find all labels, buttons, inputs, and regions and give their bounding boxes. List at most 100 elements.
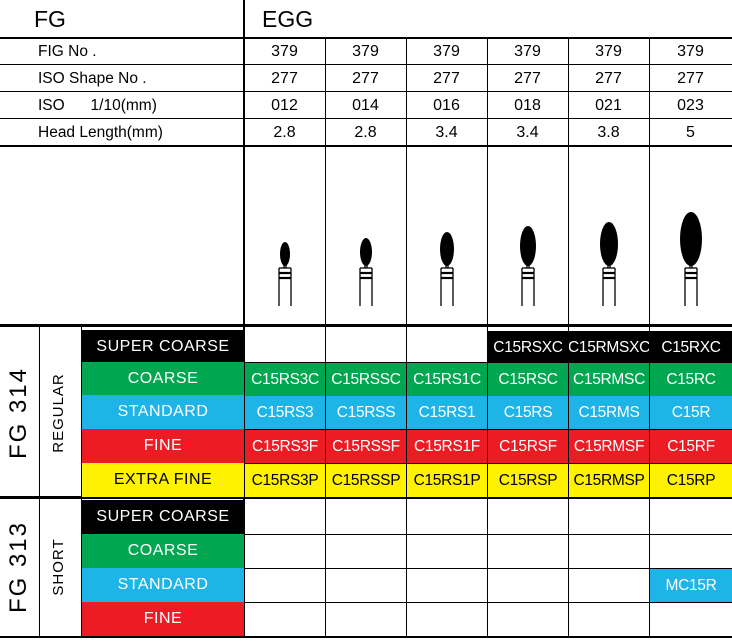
grid-hline [244,429,732,430]
grid-hline [0,636,732,638]
product-code [326,535,406,568]
spec-value: 018 [514,96,541,114]
grade-label: SUPER COARSE [82,330,244,364]
spec-value: 277 [677,69,704,87]
fg314-title: FG 314 [5,366,32,460]
product-code [407,501,487,534]
product-code: C15RS1C [407,363,487,396]
spec-value: 023 [677,96,704,114]
spec-value: 379 [352,42,379,60]
product-code: C15RMSF [569,430,649,463]
product-code: C15RS1 [407,396,487,429]
product-code: C15RC [650,363,732,396]
spec-value: 3.8 [597,123,620,141]
product-code: C15RF [650,430,732,463]
grid-vline [406,38,407,638]
product-code: C15RMSP [569,464,649,497]
fg313-subtitle: SHORT [49,538,67,596]
spec-value: 379 [677,42,704,60]
product-code [569,535,649,568]
product-code [245,569,325,602]
product-code [488,569,568,602]
egg-bur-icon [277,242,292,306]
product-code: MC15R [650,569,732,602]
spec-value: 277 [271,69,298,87]
grid-hline [0,145,732,147]
grid-vline [243,0,245,325]
spec-value: 379 [271,42,298,60]
grade-label: STANDARD [82,568,244,602]
product-code: C15RMSC [569,363,649,396]
product-code: C15RS1F [407,430,487,463]
spec-label: Head Length(mm) [38,123,163,141]
spec-value: 379 [514,42,541,60]
grid-vline [81,324,82,638]
product-code [245,331,325,364]
product-code: C15RP [650,464,732,497]
product-code: C15RSSP [326,464,406,497]
product-code: C15RS3P [245,464,325,497]
product-code: C15R [650,396,732,429]
product-code [245,535,325,568]
spec-value: 021 [595,96,622,114]
product-code: C15RS [488,396,568,429]
spec-value: 014 [352,96,379,114]
spec-value: 5 [686,123,695,141]
product-code [488,603,568,636]
product-code: C15RSC [488,363,568,396]
spec-value: 277 [352,69,379,87]
grid-hline [0,91,732,92]
spec-label: ISO 1/10(mm) [38,96,157,114]
spec-value: 2.8 [273,123,296,141]
fg313-title: FG 313 [5,520,32,614]
product-code: C15RS3 [245,396,325,429]
grid-hline [0,64,732,65]
product-code [488,535,568,568]
spec-label: ISO Shape No . [38,69,147,87]
product-code: C15RSP [488,464,568,497]
product-code: C15RMSXC [569,331,649,364]
grade-label: STANDARD [82,395,244,429]
grid-vline [487,38,488,638]
product-code [650,603,732,636]
product-code: C15RSF [488,430,568,463]
product-code [245,501,325,534]
egg-bur-icon [519,226,536,306]
grade-label: SUPER COARSE [82,500,244,534]
product-code [488,501,568,534]
grid-vline [649,38,650,638]
fg314-subtitle: REGULAR [49,373,67,453]
grid-hline [0,37,732,39]
product-code [650,535,732,568]
product-code [569,569,649,602]
grid-vline [243,324,245,638]
spec-value: 277 [514,69,541,87]
grade-label: COARSE [82,534,244,568]
product-code [245,603,325,636]
grid-vline [568,38,569,638]
product-code [326,331,406,364]
grade-label: COARSE [82,362,244,396]
product-code: C15RXC [650,331,732,364]
product-code [326,569,406,602]
grid-hline [0,324,732,327]
grid-hline [0,118,732,119]
egg-bur-icon [358,238,373,306]
product-code: C15RSSF [326,430,406,463]
grid-vline [39,324,40,638]
product-code [407,603,487,636]
product-code: C15RMS [569,396,649,429]
product-code [326,501,406,534]
grid-hline [0,496,732,499]
product-code [407,331,487,364]
spec-value: 379 [433,42,460,60]
grade-label: EXTRA FINE [82,463,244,497]
product-code [650,501,732,534]
grid-hline [244,534,732,535]
grid-hline [244,568,732,569]
egg-bur-icon [439,232,454,306]
product-code: C15RS3F [245,430,325,463]
grade-label: FINE [82,429,244,463]
egg-bur-icon [679,212,702,306]
